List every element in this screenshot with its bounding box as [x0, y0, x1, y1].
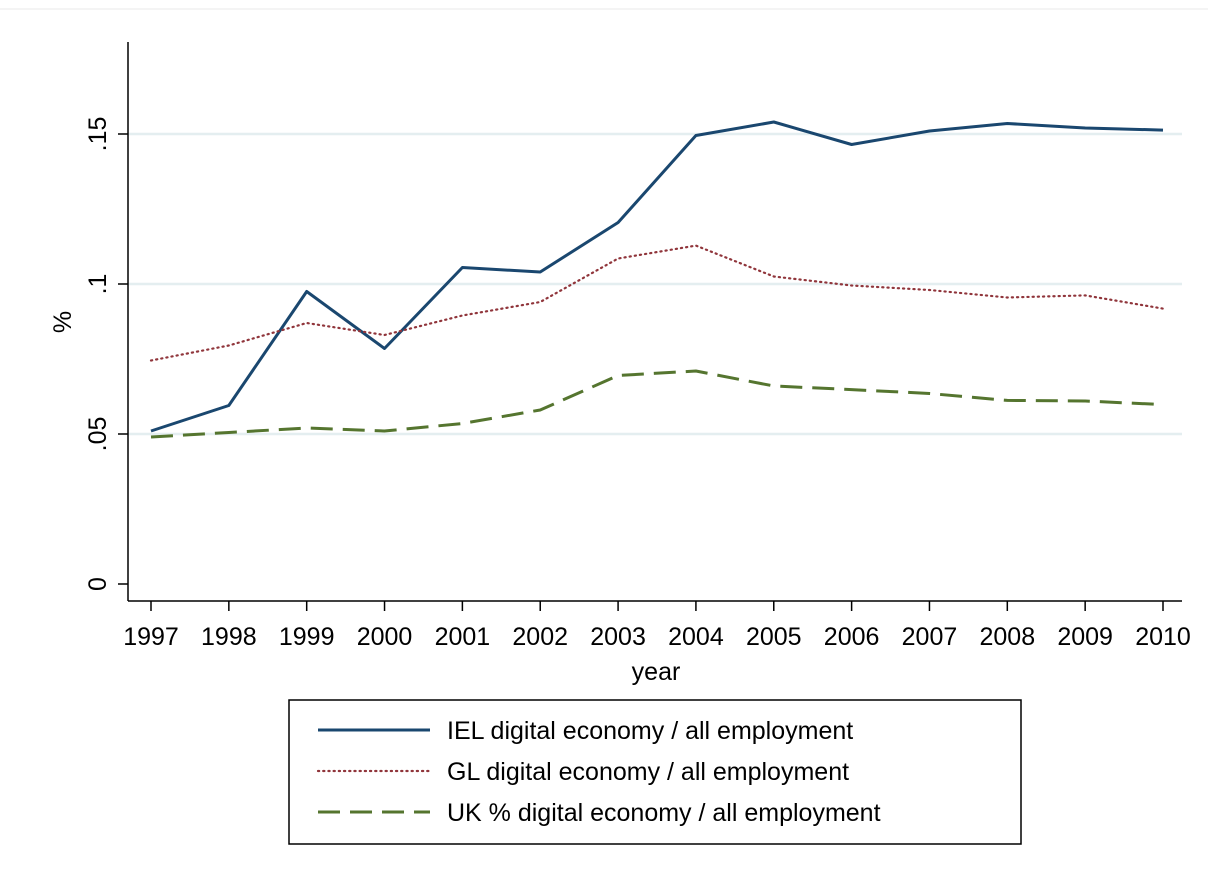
y-tick-label: .1 [84, 274, 112, 295]
x-tick-label: 2009 [1057, 623, 1113, 651]
legend-label: IEL digital economy / all employment [447, 717, 853, 745]
series-3 [150, 369, 1164, 439]
x-ticks: 1997 1998 1999 2000 2001 2002 2003 2004 2005 2006… [123, 601, 1191, 651]
series-1 [150, 120, 1164, 433]
legend-label: GL digital economy / all employment [447, 758, 849, 786]
x-axis-title: year [632, 658, 681, 686]
x-tick-label: 2010 [1135, 623, 1191, 651]
series-lines [149, 120, 1165, 439]
y-ticks: 0 .05 .1 .15 [84, 117, 128, 591]
y-tick-label: .15 [84, 117, 112, 152]
gridlines [128, 132, 1182, 436]
x-tick-label: 2001 [435, 623, 491, 651]
x-tick-label: 2004 [668, 623, 724, 651]
x-tick-label: 2002 [512, 623, 568, 651]
y-axis-title: % [49, 311, 77, 333]
legend-box [288, 699, 1022, 845]
x-tick-label: 1998 [201, 623, 257, 651]
axes [127, 42, 1182, 602]
series-line [149, 244, 1165, 362]
x-tick-label: 2005 [746, 623, 802, 651]
series-2 [149, 244, 1165, 362]
series-line [150, 120, 1164, 433]
x-tick-label: 2003 [590, 623, 646, 651]
y-tick-label: .05 [84, 417, 112, 452]
x-tick-label: 2000 [357, 623, 413, 651]
x-tick-label: 2006 [824, 623, 880, 651]
x-tick-label: 2008 [979, 623, 1035, 651]
x-tick-label: 2007 [902, 623, 958, 651]
legend-label: UK % digital economy / all employment [447, 799, 881, 827]
y-tick-label: 0 [84, 577, 112, 591]
legend: IEL digital economy / all employment GL d… [288, 699, 1022, 845]
x-tick-label: 1999 [279, 623, 335, 651]
x-tick-label: 1997 [123, 623, 179, 651]
series-line [150, 369, 1164, 439]
